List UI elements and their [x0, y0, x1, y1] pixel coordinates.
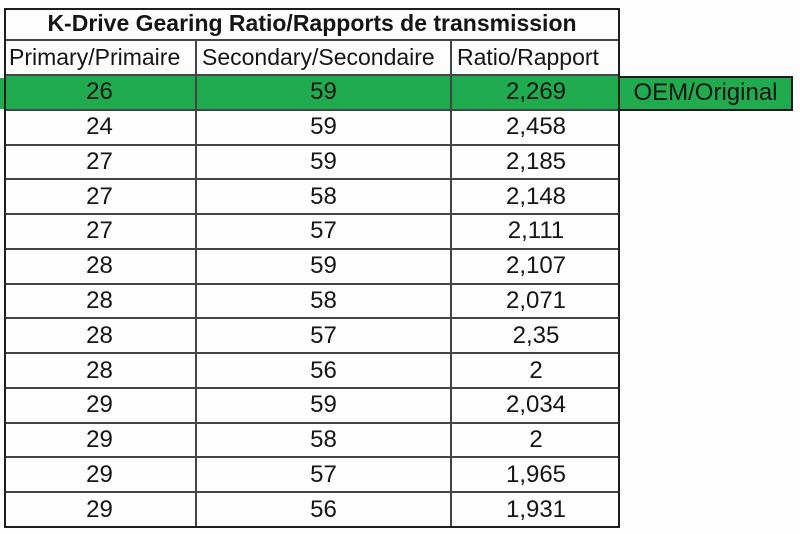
cell-ratio: 2: [452, 354, 620, 389]
column-header-ratio: Ratio/Rapport: [452, 41, 620, 76]
cell-ratio: 2: [452, 424, 620, 459]
cell-secondary: 57: [197, 215, 452, 250]
note-spacer: [620, 180, 793, 215]
cell-primary: 28: [4, 284, 197, 320]
note-spacer: [620, 146, 793, 181]
cell-secondary: 57: [197, 319, 452, 355]
cell-secondary: 56: [197, 493, 452, 528]
cell-primary: 29: [4, 423, 197, 459]
cell-ratio: 2,185: [452, 146, 620, 181]
cell-ratio: 2,071: [452, 285, 620, 320]
column-header-secondary: Secondary/Secondaire: [197, 41, 452, 76]
cell-primary: 28: [4, 249, 197, 285]
cell-primary: 26: [4, 76, 197, 111]
cell-secondary: 56: [197, 354, 452, 389]
cell-ratio: 2,107: [452, 250, 620, 285]
cell-primary: 27: [4, 145, 197, 181]
note-spacer: [620, 424, 793, 459]
cell-secondary: 58: [197, 423, 452, 459]
header-row-spacer: [620, 41, 793, 76]
note-spacer: [620, 250, 793, 285]
oem-label-cell: OEM/Original: [620, 76, 793, 111]
note-spacer: [620, 389, 793, 424]
cell-ratio: 2,269: [452, 76, 620, 111]
cell-ratio: 2,35: [452, 319, 620, 355]
note-spacer: [620, 319, 793, 354]
table-title: K-Drive Gearing Ratio/Rapports de transm…: [4, 8, 620, 41]
cell-ratio: 1,931: [452, 493, 620, 528]
cell-primary: 29: [4, 388, 197, 424]
cell-secondary: 58: [197, 284, 452, 320]
cell-secondary: 58: [197, 180, 452, 216]
note-spacer: [620, 215, 793, 250]
note-spacer: [620, 285, 793, 320]
note-spacer: [620, 493, 793, 528]
cell-primary: 24: [4, 110, 197, 146]
gearing-ratio-table: K-Drive Gearing Ratio/Rapports de transm…: [4, 8, 793, 528]
cell-secondary: 57: [197, 458, 452, 494]
note-spacer: [620, 354, 793, 389]
cell-ratio: 2,111: [452, 215, 620, 250]
cell-ratio: 2,034: [452, 389, 620, 424]
cell-secondary: 59: [197, 145, 452, 181]
green-row-left-sliver: [0, 78, 4, 109]
cell-primary: 28: [4, 354, 197, 389]
cell-ratio: 2,148: [452, 180, 620, 216]
cell-primary: 29: [4, 458, 197, 494]
cell-primary: 27: [4, 180, 197, 216]
cell-ratio: 2,458: [452, 111, 620, 146]
cell-secondary: 59: [197, 249, 452, 285]
note-spacer: [620, 458, 793, 493]
cell-primary: 28: [4, 319, 197, 355]
cell-primary: 29: [4, 493, 197, 528]
cell-secondary: 59: [197, 388, 452, 424]
title-row-spacer: [620, 8, 793, 41]
cell-ratio: 1,965: [452, 458, 620, 494]
note-spacer: [620, 111, 793, 146]
column-header-primary: Primary/Primaire: [4, 41, 197, 76]
cell-primary: 27: [4, 215, 197, 250]
cell-secondary: 59: [197, 110, 452, 146]
cell-secondary: 59: [197, 76, 452, 111]
